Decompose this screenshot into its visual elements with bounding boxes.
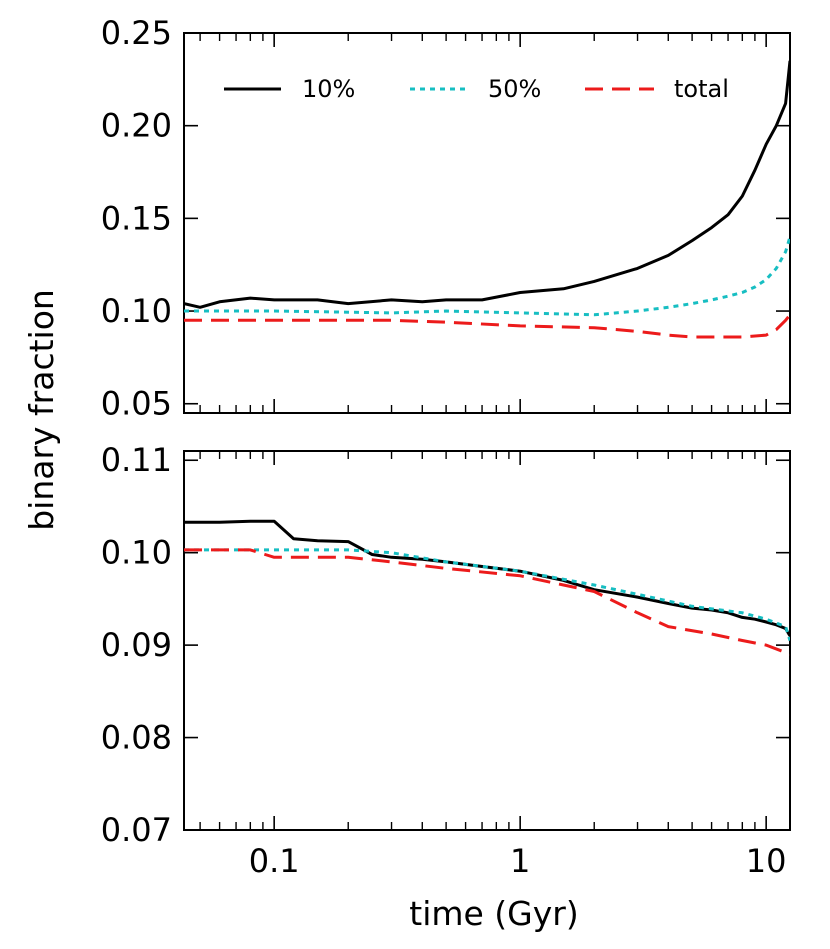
y-axis-title: binary fraction xyxy=(22,289,61,531)
y-tick-label: 0.08 xyxy=(101,719,172,757)
x-tick-label: 1 xyxy=(510,842,530,880)
series-line-50pct xyxy=(184,236,790,317)
top-panel: 0.05 0.10 0.15 0.20 0.25 xyxy=(101,14,791,423)
series-line-10pct xyxy=(184,60,790,309)
x-axis-title: time (Gyr) xyxy=(409,894,578,933)
plot-frame xyxy=(183,32,791,414)
x-tick-label: 10 xyxy=(746,842,787,880)
series-line-10pct xyxy=(184,519,790,637)
bottom-panel: 0.070.080.090.100.110.1 1 10 xyxy=(101,441,791,880)
legend-label: 10% xyxy=(302,75,355,103)
y-tick-label: 0.09 xyxy=(101,626,172,664)
y-tick-label: 0.05 xyxy=(101,385,172,423)
legend: 10% 50% total xyxy=(224,75,729,103)
y-tick-label: 0.07 xyxy=(101,811,172,849)
y-tick-label: 0.11 xyxy=(101,441,172,479)
y-tick-label: 0.10 xyxy=(101,292,172,330)
y-tick-label: 0.10 xyxy=(101,534,172,572)
legend-label: 50% xyxy=(488,75,541,103)
legend-label: total xyxy=(674,75,729,103)
series-line-total xyxy=(184,313,790,339)
series-line-total xyxy=(184,548,790,656)
series-line-50pct xyxy=(184,548,790,641)
y-tick-label: 0.25 xyxy=(101,14,172,52)
x-tick-label: 0.1 xyxy=(249,842,300,880)
y-tick-label: 0.15 xyxy=(101,199,172,237)
y-tick-label: 0.20 xyxy=(101,107,172,145)
